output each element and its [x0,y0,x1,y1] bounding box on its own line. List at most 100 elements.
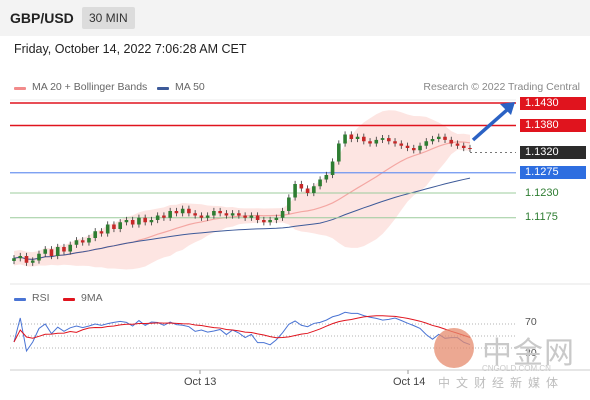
candle [180,208,185,214]
candle [80,240,85,243]
candle [55,247,60,256]
bollinger-band-fill [14,110,470,270]
candle [305,188,310,193]
candle [199,215,204,218]
candle [205,215,210,218]
candle [449,139,454,144]
candle [68,244,73,252]
level-label-1.1230: 1.1230 [525,186,559,199]
arrow-head [500,102,515,115]
rsi-ma-legend-label: 9MA [81,292,103,304]
timeframe-button[interactable]: 30 MIN [82,7,135,29]
candle [436,136,441,139]
candle [212,211,216,216]
watermark: 中金网 CNGOLD.COM.CN 中文财经新媒体 [430,326,590,398]
candle [355,136,360,139]
candle [293,184,297,198]
candle [162,215,166,218]
grid-lines [10,99,590,285]
candle [74,240,79,245]
level-label-1.1175: 1.1175 [525,211,558,224]
candle [249,215,254,218]
arrow-shaft [471,107,510,142]
candle [262,220,266,223]
watermark-name: 中金网 [482,336,575,371]
candle [193,213,197,216]
x-tick-oct14: Oct 14 [393,376,426,388]
candle [187,208,191,214]
ma20-legend-swatch [14,87,26,90]
candle [362,136,366,142]
candle [237,213,241,216]
candle [105,224,110,234]
rsi-ma-line [13,315,471,343]
candle [337,143,341,162]
support-resistance-lines [10,102,516,219]
candle [374,139,379,144]
watermark-url: CNGOLD.COM.CN [482,364,551,373]
candle [224,213,229,216]
symbol-label: GBP/USD [10,10,74,26]
candle [349,134,354,139]
candle [424,141,429,146]
rsi-tick-30: 30 [525,347,537,359]
level-label-1.1430: 1.1430 [520,96,586,110]
candle [93,231,98,238]
candle [124,220,129,223]
candle [168,211,172,218]
candle [18,256,23,259]
candle [137,217,141,225]
candle [368,141,372,144]
candle [268,220,272,223]
candle [62,247,66,252]
candle [386,138,391,142]
candle [430,139,435,142]
x-axis [10,369,590,374]
chart-datetime: Friday, October 14, 2022 7:06:28 AM CET [14,42,247,56]
candle [230,213,235,216]
target-arrow [471,102,515,142]
watermark-subtitle: 中文财经新媒体 [438,376,565,390]
candle [255,215,260,220]
candle [30,260,35,263]
rsi-legend-label: RSI [32,292,50,304]
candle [405,145,410,148]
level-label-1.1320: 1.1320 [520,146,586,159]
candle [443,136,447,140]
rsi-line [13,311,471,353]
candle [49,249,54,256]
candle [393,141,397,144]
candle [274,217,279,220]
candle [143,217,147,223]
rsi-tick-70: 70 [525,316,537,328]
candle [455,143,460,146]
candle [312,186,316,193]
rsi-panel [10,311,516,353]
candle [287,197,291,211]
candle [12,258,16,261]
candle [118,222,122,229]
level-label-1.1275: 1.1275 [520,166,586,180]
candle [468,148,472,149]
candle [324,175,329,180]
ma50-line [13,177,471,260]
candle [299,184,304,189]
watermark-logo-icon [434,328,474,368]
candle [174,211,179,214]
candle [37,253,41,261]
candle [399,143,404,146]
top-bar: GBP/USD 30 MIN [0,0,590,36]
x-tick-oct13: Oct 13 [184,376,217,388]
rsi-ma-legend-swatch [63,298,75,301]
candle [380,138,385,140]
candle [112,224,116,229]
candle [461,145,466,148]
ma20-legend-label: MA 20 + Bollinger Bands [32,81,148,93]
level-label-1.1380: 1.1380 [520,119,586,132]
candle [130,220,135,225]
candle [218,211,222,214]
candle [318,179,322,187]
candles [12,131,472,266]
candle [24,256,29,263]
